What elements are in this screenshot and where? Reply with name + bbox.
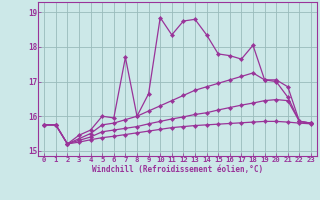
X-axis label: Windchill (Refroidissement éolien,°C): Windchill (Refroidissement éolien,°C)	[92, 165, 263, 174]
